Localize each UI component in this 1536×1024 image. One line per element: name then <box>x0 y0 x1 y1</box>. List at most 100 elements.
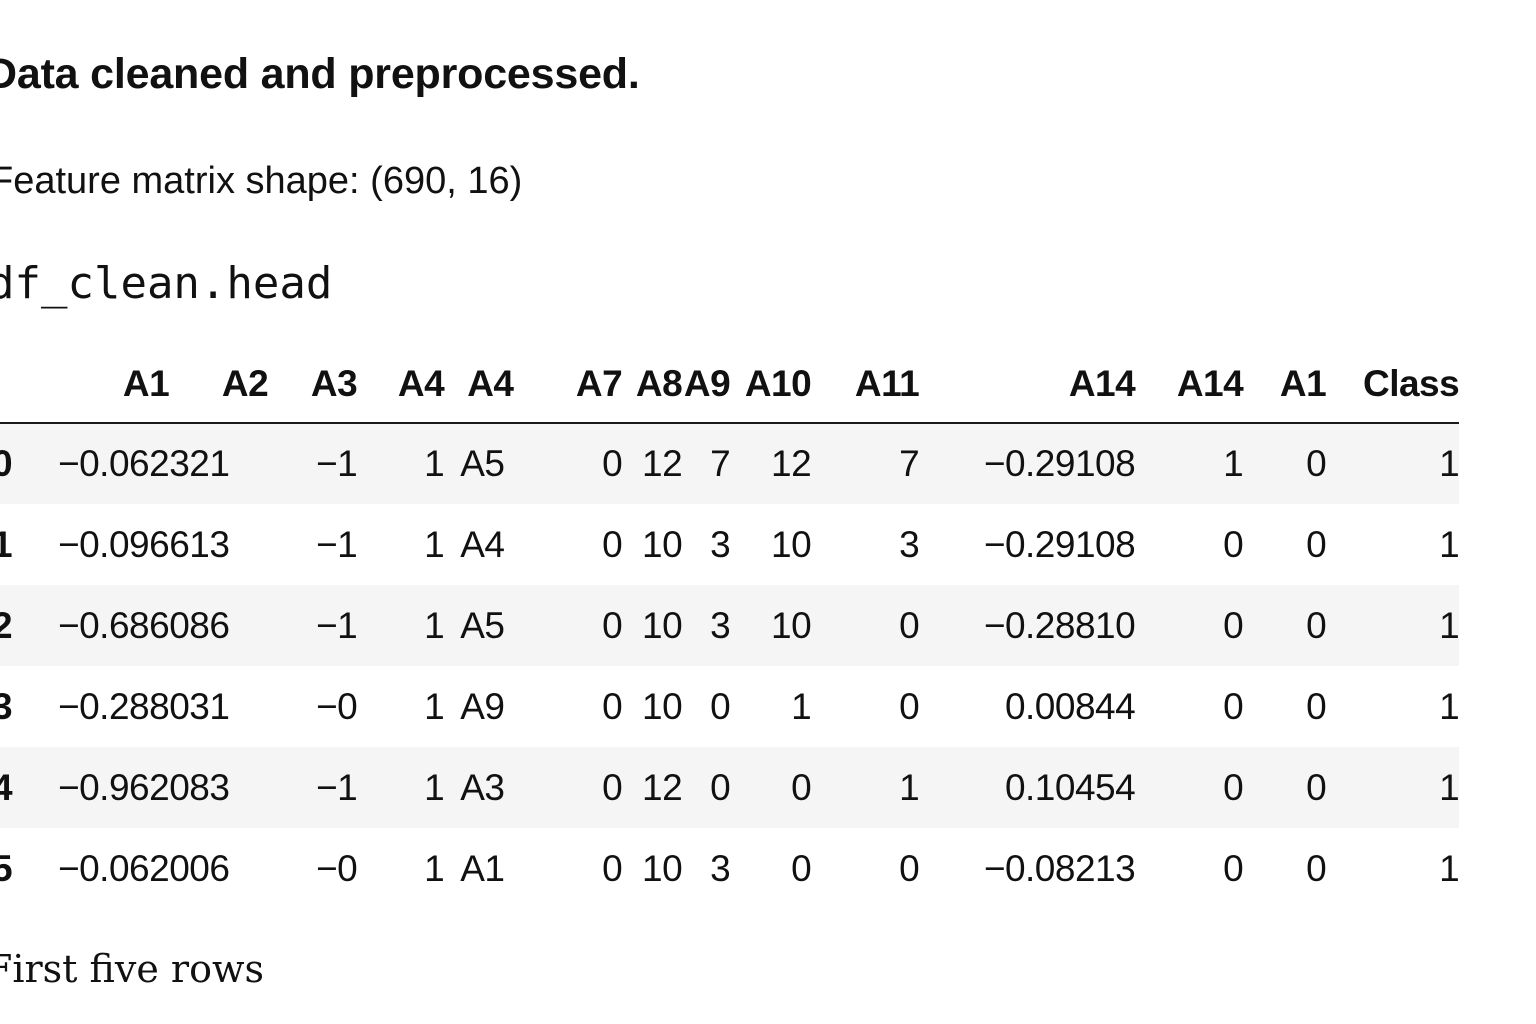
table-row: 5 −0.062 006 −0 1 A1 0 10 3 0 0 −0.08213 0 0 1 <box>0 828 1460 909</box>
column-header: Class <box>1326 346 1460 424</box>
table-row: 1 −0.096 613 −1 1 A4 0 10 3 10 3 −0.29108 0 0 1 <box>0 504 1460 585</box>
column-header: A2 <box>169 346 269 424</box>
column-header: A3 <box>268 346 358 424</box>
table-cell: 0.10454 <box>1004 766 1136 808</box>
table-cell: −0.08213 <box>983 847 1136 889</box>
table-cell: 0 <box>1223 523 1244 565</box>
table-cell: −0.062 <box>58 443 170 484</box>
column-header: A4 <box>444 346 535 424</box>
table-cell: −0.29108 <box>983 443 1136 484</box>
table-cell: 1 <box>1439 847 1460 889</box>
table-cell: A9 <box>460 685 505 727</box>
table-cell: 1 <box>1439 766 1460 808</box>
table-cell: A4 <box>460 523 505 565</box>
table-body: 0 −0.062 321 −1 1 A5 0 12 7 12 7 −0.29108 1 0 1 1 −0.096… <box>0 423 1460 909</box>
table-cell: −0.686 <box>58 604 170 646</box>
table-cell: 10 <box>642 685 683 727</box>
table-cell: 1 <box>1223 443 1244 484</box>
table-cell: 031 <box>169 685 230 727</box>
table-cell: 0 <box>1306 523 1327 565</box>
table-cell: A5 <box>460 443 505 484</box>
table-cell: 0.00844 <box>1004 685 1136 727</box>
table-cell: −0.962 <box>58 766 170 808</box>
table-cell: 006 <box>169 847 230 889</box>
table-cell: −0.29108 <box>983 523 1136 565</box>
column-header: A14 <box>919 346 1136 424</box>
table-cell: 0 <box>602 847 623 889</box>
table-cell: 1 <box>424 443 445 484</box>
table-cell: 0 <box>1306 685 1327 727</box>
column-header: A7 <box>534 346 623 424</box>
table-cell: 10 <box>642 523 683 565</box>
column-header: A8 <box>622 346 683 424</box>
table-cell: 0 <box>1306 766 1327 808</box>
column-header: A11 <box>811 346 920 424</box>
table-row: 2 −0.686 086 −1 1 A5 0 10 3 10 0 −0.28810 0 0 1 <box>0 585 1460 666</box>
row-index: 1 <box>0 523 13 565</box>
table-cell: 1 <box>1439 604 1460 646</box>
table-cell: 083 <box>169 766 230 808</box>
table-cell: 12 <box>642 443 683 484</box>
table-cell: 0 <box>899 604 920 646</box>
table-cell: 1 <box>424 685 445 727</box>
table-cell: 0 <box>1306 847 1327 889</box>
table-cell: 613 <box>169 523 230 565</box>
table-cell: 3 <box>710 604 731 646</box>
table-cell: −1 <box>316 443 358 484</box>
shape-text: Feature matrix shape: (690, 16) <box>0 160 523 202</box>
table-cell: 10 <box>642 604 683 646</box>
table-cell: 10 <box>771 523 812 565</box>
table-cell: 1 <box>899 766 920 808</box>
caption-text: First five rows <box>0 947 264 991</box>
table-cell: 7 <box>899 443 920 484</box>
table-cell: 0 <box>602 443 623 484</box>
table-cell: A5 <box>460 604 505 646</box>
table-cell: 0 <box>1223 766 1244 808</box>
table-cell: 1 <box>424 523 445 565</box>
table-cell: −1 <box>316 523 358 565</box>
table-cell: 0 <box>1223 847 1244 889</box>
table-cell: 1 <box>1439 443 1460 484</box>
table-cell: 0 <box>791 766 812 808</box>
table-cell: 0 <box>602 766 623 808</box>
table-cell: 0 <box>602 685 623 727</box>
column-header: A10 <box>730 346 812 424</box>
table-cell: 12 <box>771 443 812 484</box>
table-header-row: A1 A2 A3 A4 A4 A7 A8 A9 A10 A11 A14 A14 … <box>0 346 1460 424</box>
table-cell: 1 <box>1439 523 1460 565</box>
table-cell: 1 <box>424 604 445 646</box>
table-cell: 0 <box>710 766 731 808</box>
table-cell: 1 <box>424 847 445 889</box>
row-index: 0 <box>0 443 13 484</box>
table-cell: −0 <box>316 847 358 889</box>
table-row: 4 −0.962 083 −1 1 A3 0 12 0 0 1 0.10454 0 0 1 <box>0 747 1460 828</box>
table-cell: 0 <box>602 604 623 646</box>
column-header-index <box>0 346 58 424</box>
table-cell: −1 <box>316 604 358 646</box>
table-cell: 0 <box>1306 604 1327 646</box>
table-cell: 10 <box>642 847 683 889</box>
table-cell: 3 <box>899 523 920 565</box>
table-cell: 1 <box>424 766 445 808</box>
table-cell: 0 <box>1223 685 1244 727</box>
table-cell: 3 <box>710 847 731 889</box>
table-cell: −0 <box>316 685 358 727</box>
table-cell: 0 <box>710 685 731 727</box>
table-row: 3 −0.288 031 −0 1 A9 0 10 0 1 0 0.00844 0 0 1 <box>0 666 1460 747</box>
table-cell: 0 <box>602 523 623 565</box>
table-cell: −0.28810 <box>983 604 1136 646</box>
code-expression: df_clean.head <box>0 258 333 309</box>
table-cell: 0 <box>791 847 812 889</box>
status-heading: Data cleaned and preprocessed. <box>0 50 640 98</box>
table-cell: 0 <box>1306 443 1327 484</box>
table-cell: 0 <box>899 847 920 889</box>
column-header: A1 <box>58 346 170 424</box>
table-cell: 1 <box>1439 685 1460 727</box>
column-header: A14 <box>1135 346 1244 424</box>
row-index: 5 <box>0 847 13 889</box>
table-cell: −0.062 <box>58 847 170 889</box>
dataframe-table: A1 A2 A3 A4 A4 A7 A8 A9 A10 A11 A14 A14 … <box>0 346 1460 909</box>
table-cell: 321 <box>169 443 230 484</box>
table-cell: −0.096 <box>58 523 170 565</box>
